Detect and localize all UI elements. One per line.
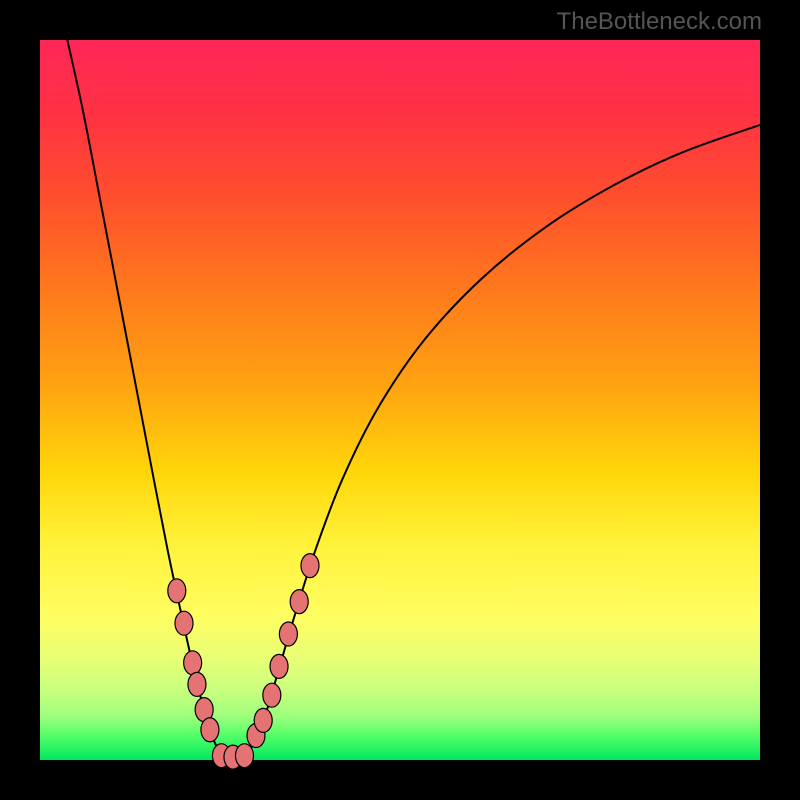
- curve-marker: [270, 654, 288, 678]
- curve-marker: [235, 744, 253, 768]
- curve-marker: [168, 579, 186, 603]
- curve-marker: [254, 708, 272, 732]
- curve-marker: [290, 590, 308, 614]
- plot-background: [40, 40, 760, 760]
- curve-marker: [188, 672, 206, 696]
- curve-marker: [201, 718, 219, 742]
- curve-marker: [279, 622, 297, 646]
- curve-marker: [301, 554, 319, 578]
- chart-svg: [0, 0, 800, 800]
- curve-marker: [263, 683, 281, 707]
- chart-stage: TheBottleneck.com: [0, 0, 800, 800]
- curve-marker: [175, 611, 193, 635]
- curve-marker: [184, 651, 202, 675]
